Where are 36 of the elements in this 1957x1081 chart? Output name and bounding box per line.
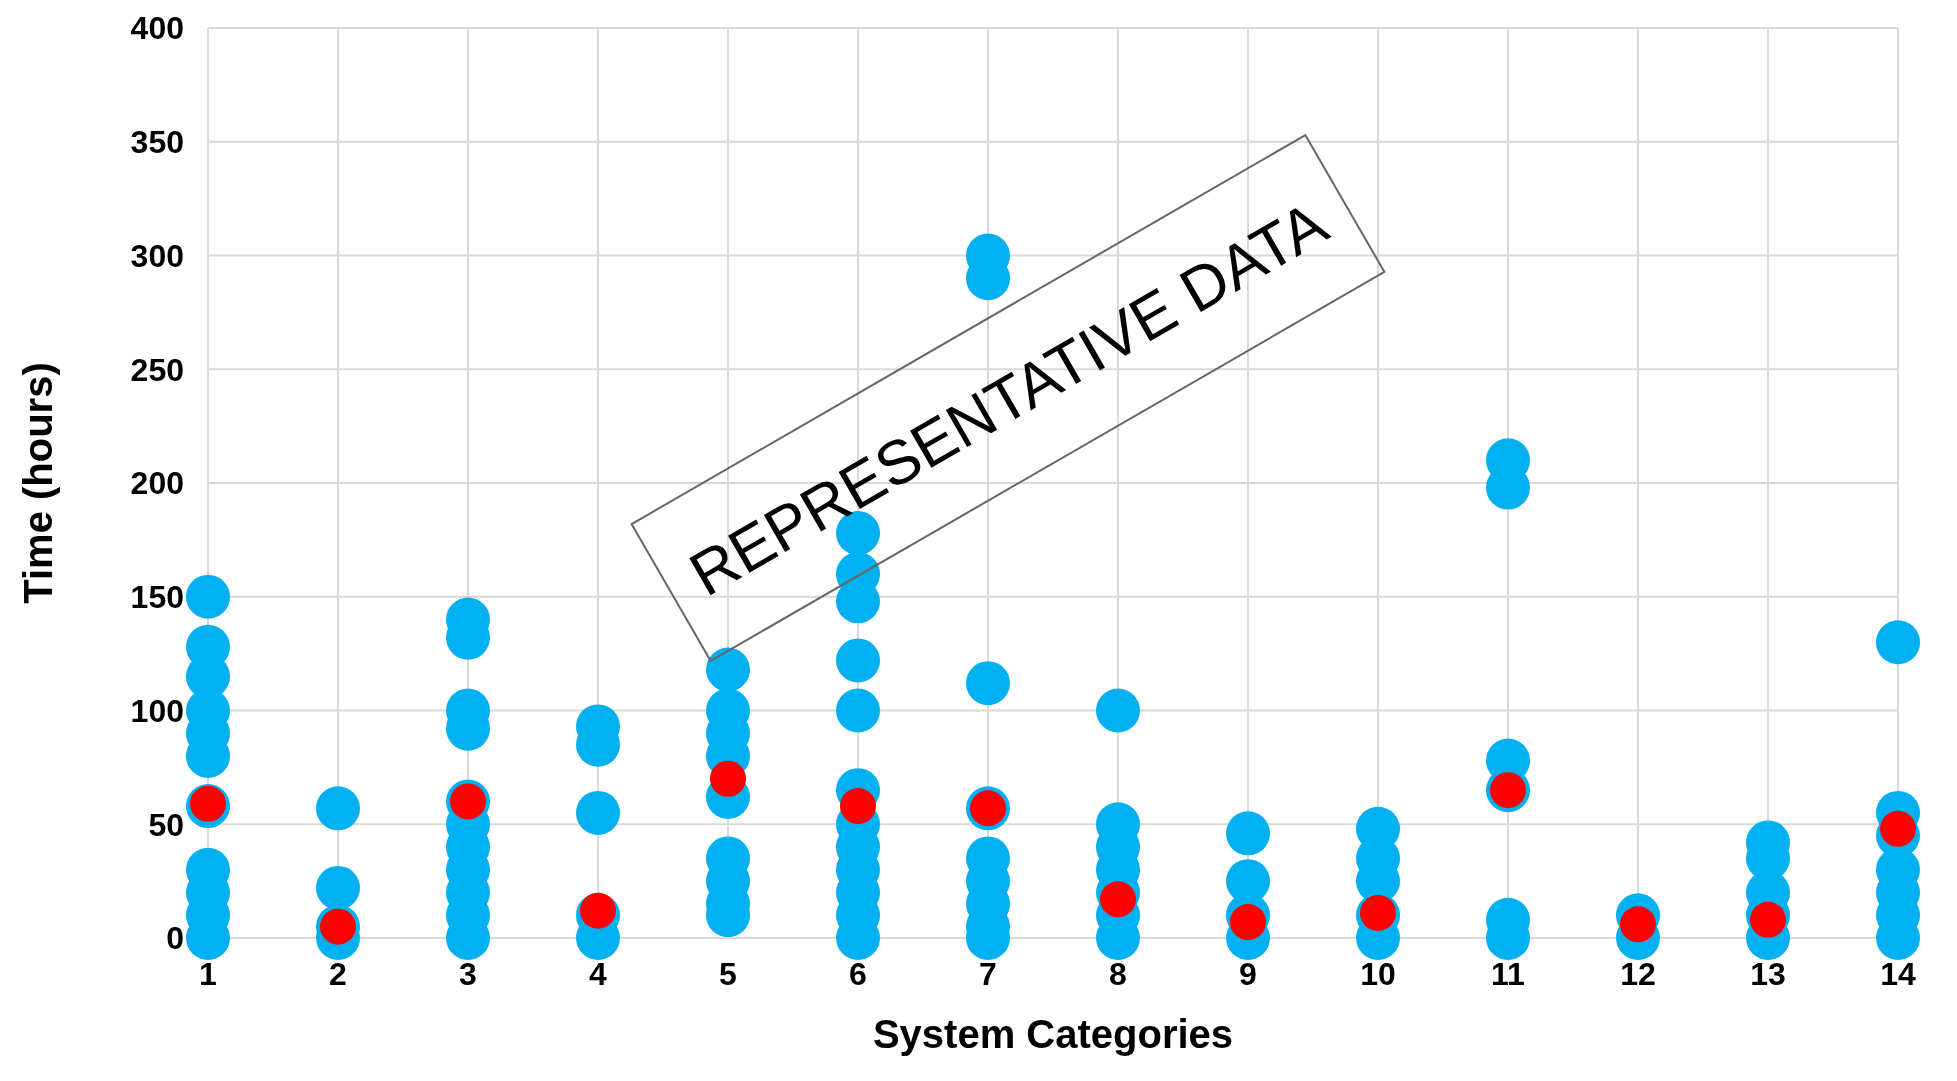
point xyxy=(1750,901,1786,938)
point xyxy=(1100,881,1136,918)
point xyxy=(1230,904,1266,941)
x-tick-label: 4 xyxy=(589,955,608,992)
point xyxy=(1360,894,1396,931)
x-tick-label: 9 xyxy=(1239,955,1257,992)
y-tick-label: 400 xyxy=(130,10,184,47)
x-tick-label: 2 xyxy=(329,955,347,992)
y-tick-label: 300 xyxy=(130,237,184,274)
y-tick-label: 50 xyxy=(148,806,184,843)
x-tick-label: 5 xyxy=(719,955,737,992)
point xyxy=(450,783,486,820)
x-tick-label: 6 xyxy=(849,955,867,992)
y-tick-label: 350 xyxy=(130,124,184,161)
x-tick-label: 12 xyxy=(1620,955,1656,992)
point xyxy=(1620,906,1656,943)
x-tick-label: 1 xyxy=(199,955,217,992)
point xyxy=(840,788,876,825)
x-tick-label: 11 xyxy=(1491,955,1525,992)
x-tick-label: 14 xyxy=(1880,955,1916,992)
y-axis-title: Time (hours) xyxy=(16,362,61,604)
x-tick-label: 8 xyxy=(1109,955,1127,992)
point xyxy=(580,892,616,929)
y-tick-label: 150 xyxy=(130,579,184,616)
point xyxy=(1880,810,1916,847)
x-axis-title: System Categories xyxy=(872,1012,1234,1056)
x-tick-label: 10 xyxy=(1360,955,1396,992)
y-tick-label: 100 xyxy=(130,692,184,729)
x-tick-label: 3 xyxy=(459,955,477,992)
y-tick-label: 200 xyxy=(130,465,184,502)
point xyxy=(710,760,746,797)
x-tick-label: 13 xyxy=(1750,955,1786,992)
y-tick-label: 0 xyxy=(166,920,184,957)
point xyxy=(320,908,356,945)
y-tick-label: 250 xyxy=(130,351,184,388)
x-tick-label: 7 xyxy=(979,955,997,992)
